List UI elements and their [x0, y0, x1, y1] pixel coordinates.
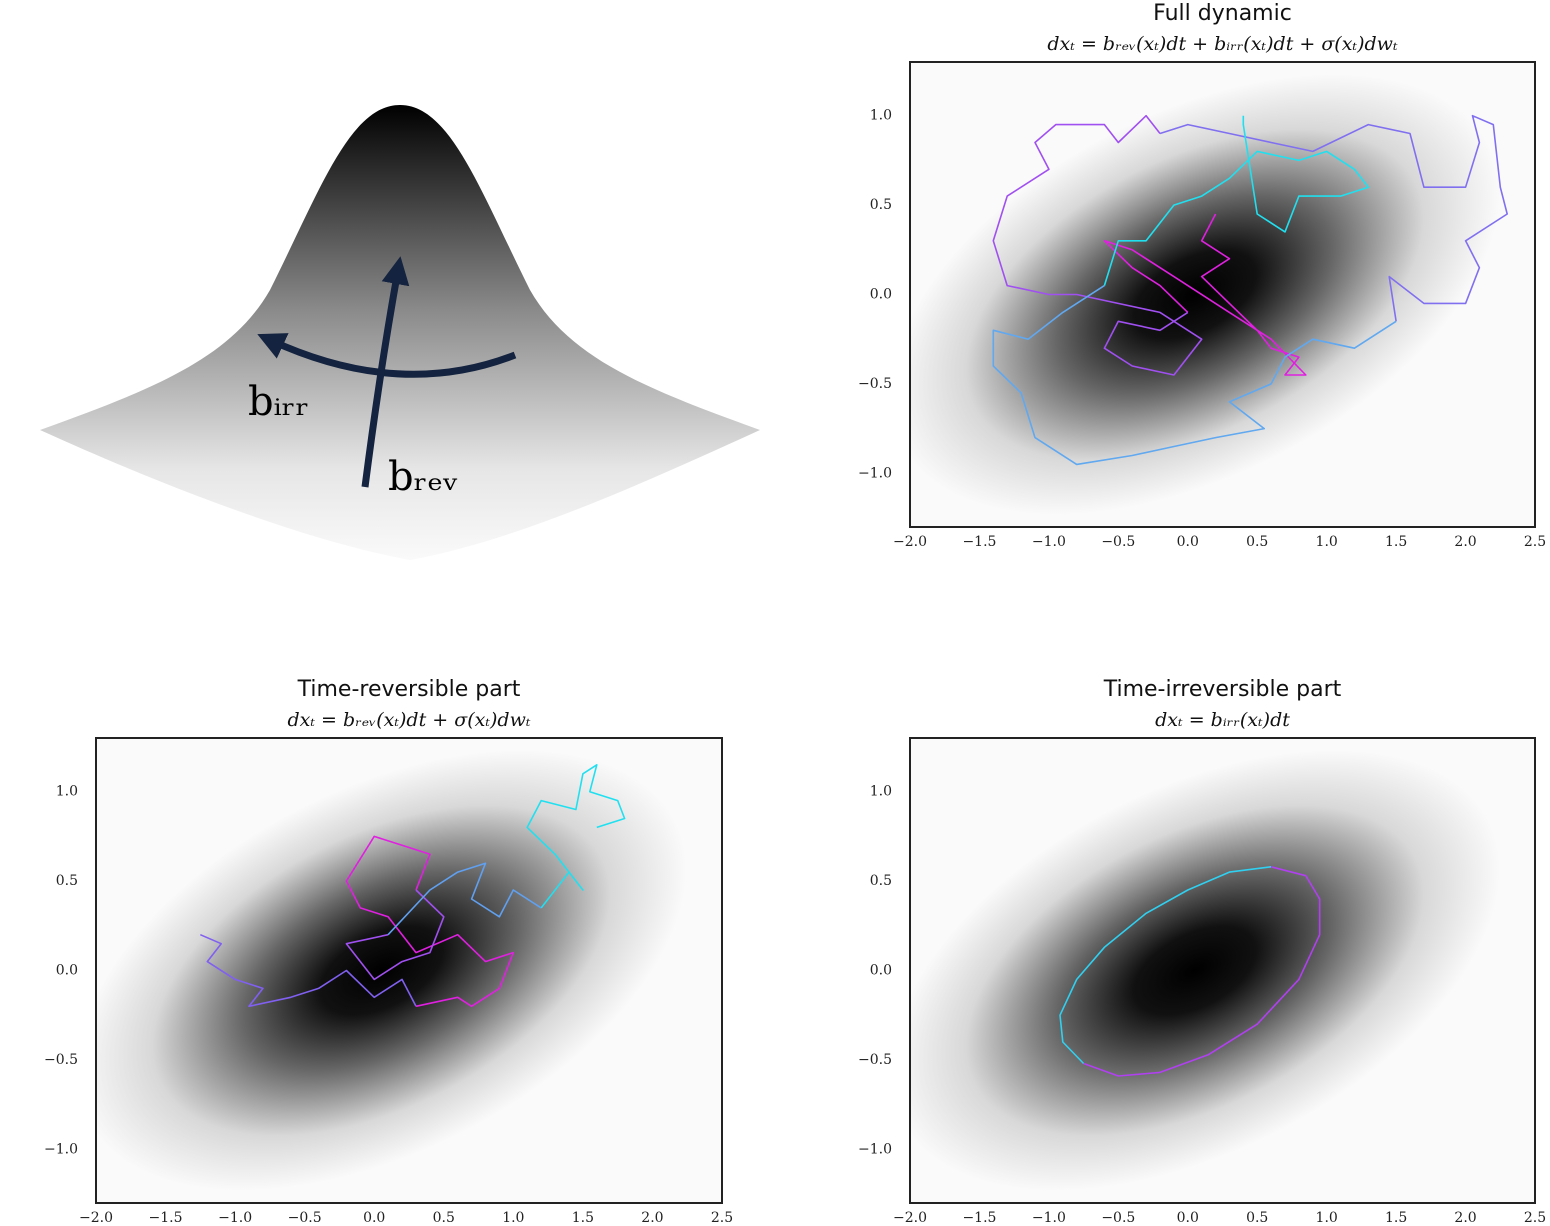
plot-area: [1059, 866, 1321, 1077]
x-tick-label: 0.5: [1246, 534, 1268, 550]
y-tick-label: −1.0: [858, 465, 892, 481]
x-tick-label: 1.5: [1385, 1210, 1407, 1226]
x-tick-label: −2.0: [79, 1210, 113, 1226]
panel-equation: dxₜ = bᵣₑᵥ(xₜ)dt + bᵢᵣᵣ(xₜ)dt + σ(xₜ)dwₜ: [1047, 33, 1398, 55]
y-tick-label: 1.0: [870, 108, 892, 124]
arrow-irr: [257, 333, 517, 378]
x-tick-label: 1.0: [502, 1210, 524, 1226]
x-tick-label: 0.0: [1177, 1210, 1199, 1226]
panel: Full dynamic dxₜ = bᵣₑᵥ(xₜ)dt + bᵢᵣᵣ(xₜ)d…: [858, 1, 1546, 550]
y-tick-label: 0.0: [56, 963, 78, 979]
x-tick-label: 2.5: [711, 1210, 733, 1226]
y-tick-label: 1.0: [56, 784, 78, 800]
trajectory: [1159, 114, 1508, 322]
x-tick-label: −1.5: [149, 1210, 183, 1226]
panel-title: Full dynamic: [1153, 1, 1292, 26]
x-tick-label: −2.0: [893, 534, 927, 550]
panel-equation: dxₜ = bᵢᵣᵣ(xₜ)dt: [1155, 709, 1290, 731]
x-tick-label: −0.5: [288, 1210, 322, 1226]
density-background: [910, 738, 1535, 1203]
density-background: [910, 62, 1535, 527]
trajectory: [1103, 115, 1370, 286]
x-tick-label: −0.5: [1101, 534, 1135, 550]
arrow-rev: [361, 256, 410, 488]
trajectory: [1059, 866, 1272, 1065]
x-tick-label: 0.0: [363, 1210, 385, 1226]
x-tick-label: 1.5: [1385, 534, 1407, 550]
panel: Time-irreversible part dxₜ = bᵢᵣᵣ(xₜ)dt −2…: [858, 677, 1546, 1226]
x-tick-label: 2.0: [1454, 1210, 1476, 1226]
y-tick-label: 0.5: [870, 873, 892, 889]
x-tick-label: −1.5: [962, 534, 996, 550]
x-tick-label: 2.0: [1454, 534, 1476, 550]
plot-area: [199, 764, 626, 1008]
y-tick-label: 0.5: [870, 197, 892, 213]
trajectory: [345, 889, 445, 981]
trajectory: [345, 835, 515, 1008]
x-tick-label: 2.5: [1524, 1210, 1546, 1226]
trajectory: [387, 862, 542, 936]
density-background: [96, 738, 722, 1203]
x-tick-label: −1.5: [962, 1210, 996, 1226]
y-tick-label: −0.5: [858, 1052, 892, 1068]
x-tick-label: 0.5: [1246, 1210, 1268, 1226]
y-tick-label: 0.0: [870, 963, 892, 979]
b-irr-label: bᵢᵣᵣ: [248, 379, 309, 425]
x-tick-label: −2.0: [893, 1210, 927, 1226]
y-tick-label: −1.0: [44, 1141, 78, 1157]
trajectory: [199, 933, 417, 1008]
axes-frame: [909, 737, 1536, 1204]
b-rev-label: bᵣₑᵥ: [388, 454, 458, 500]
y-tick-label: 0.5: [56, 873, 78, 889]
trajectory: [992, 114, 1203, 376]
trajectory: [992, 284, 1397, 466]
trajectory: [1083, 866, 1321, 1077]
y-tick-label: −0.5: [858, 376, 892, 392]
x-tick-label: 0.5: [433, 1210, 455, 1226]
y-tick-label: −0.5: [44, 1052, 78, 1068]
x-tick-label: 2.0: [641, 1210, 663, 1226]
x-tick-label: 0.0: [1177, 534, 1199, 550]
trajectory: [526, 764, 626, 909]
x-tick-label: 2.5: [1524, 534, 1546, 550]
y-tick-label: 0.0: [870, 287, 892, 303]
x-tick-label: 1.0: [1316, 534, 1338, 550]
trajectory: [1103, 213, 1307, 376]
x-tick-label: −0.5: [1101, 1210, 1135, 1226]
y-tick-label: −1.0: [858, 1141, 892, 1157]
gaussian-surface: [40, 105, 760, 560]
panel-title: Time-reversible part: [297, 677, 521, 702]
y-tick-label: 1.0: [870, 784, 892, 800]
plot-area: [992, 114, 1508, 466]
axes-frame: [909, 61, 1536, 528]
surface-illustration: bᵢᵣᵣ bᵣₑᵥ: [40, 105, 760, 560]
x-tick-label: −1.0: [1032, 1210, 1066, 1226]
x-tick-label: −1.0: [1032, 534, 1066, 550]
panel-equation: dxₜ = bᵣₑᵥ(xₜ)dt + σ(xₜ)dwₜ: [287, 709, 530, 731]
x-tick-label: 1.5: [572, 1210, 594, 1226]
panel-title: Time-irreversible part: [1103, 677, 1342, 702]
x-tick-label: −1.0: [218, 1210, 252, 1226]
panel: Time-reversible part dxₜ = bᵣₑᵥ(xₜ)dt + σ…: [44, 677, 733, 1226]
axes-frame: [95, 737, 723, 1204]
x-tick-label: 1.0: [1316, 1210, 1338, 1226]
